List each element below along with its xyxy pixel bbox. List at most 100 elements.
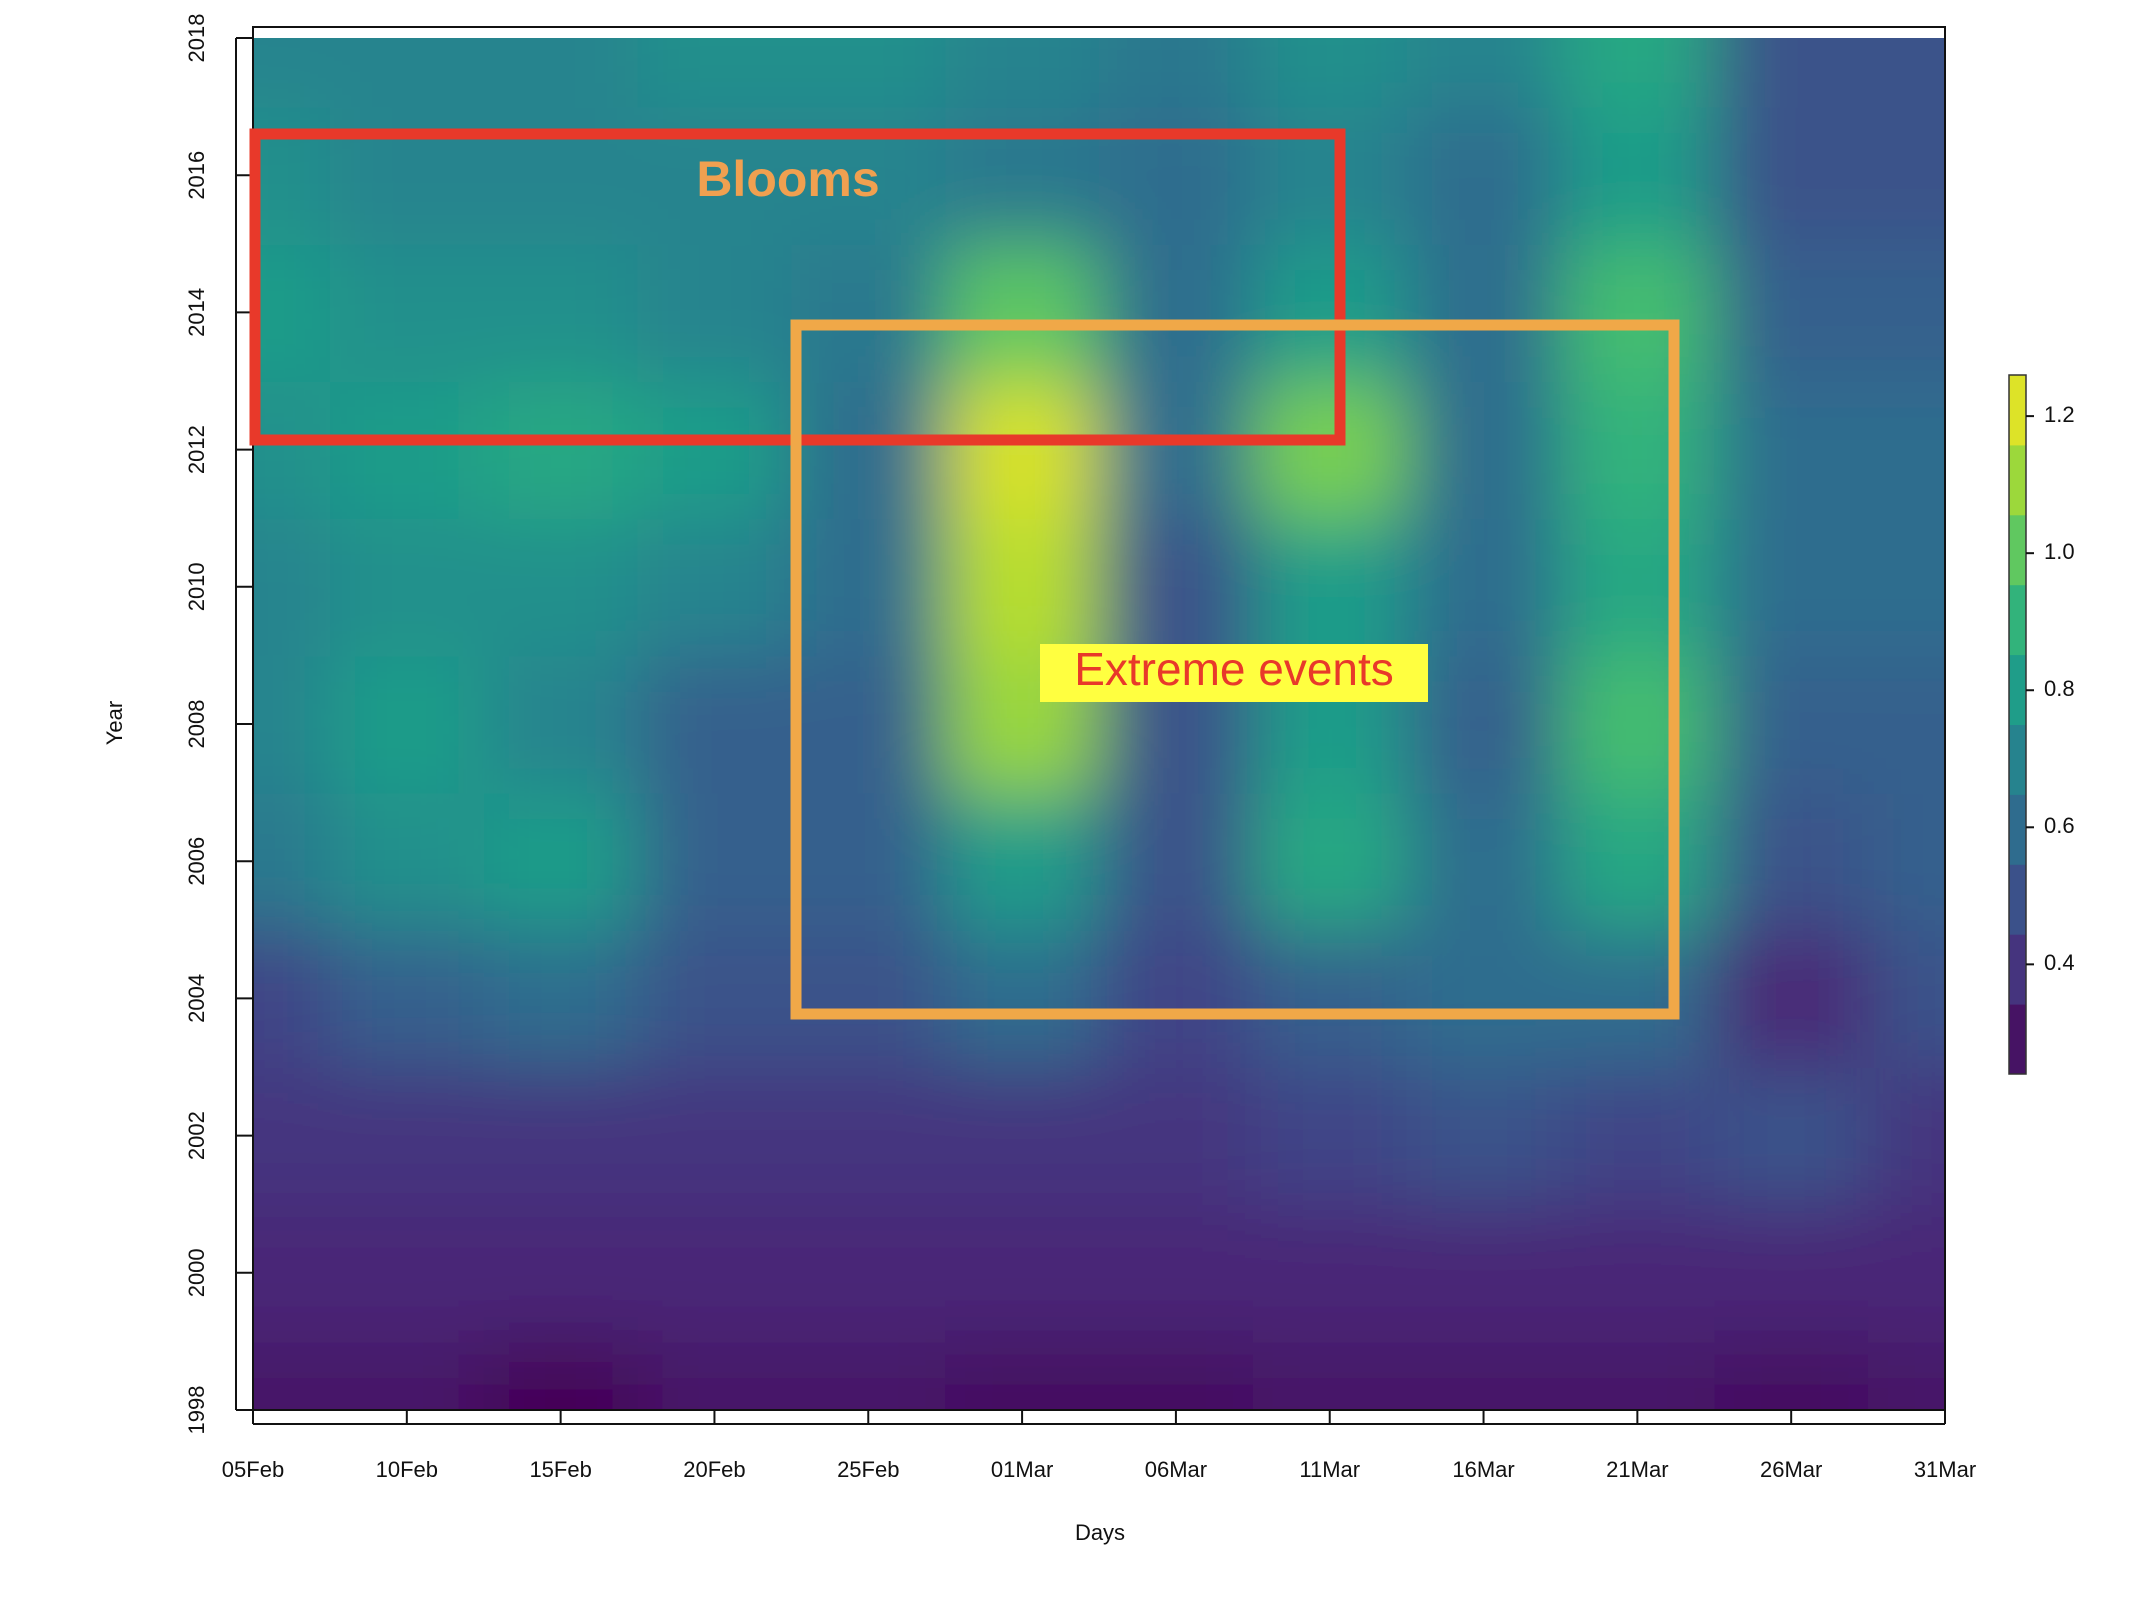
heat-cell (483, 518, 639, 657)
heat-cell (253, 518, 331, 657)
heat-cell (253, 381, 331, 520)
heat-cell (1406, 1204, 1562, 1343)
heat-cell (253, 1341, 331, 1410)
heat-cell (1560, 243, 1716, 382)
heat-cell (1560, 38, 1716, 108)
heat-cell (329, 381, 485, 520)
colorbar-band (2009, 444, 2026, 516)
heat-cell (1560, 1341, 1716, 1410)
heat-cell (1868, 243, 1945, 382)
heat-cell (1406, 1341, 1562, 1410)
heat-cell (1406, 1067, 1562, 1206)
heat-cell (1099, 929, 1254, 1068)
heat-cell (791, 38, 947, 108)
heat-cell (945, 243, 1100, 382)
colorbar-band (2009, 584, 2026, 656)
heat-cell (637, 518, 793, 657)
heat-cell (1252, 243, 1408, 382)
heat-cell (1714, 929, 1870, 1068)
colorbar-tick-label: 0.4 (2044, 950, 2075, 975)
y-tick-label: 2014 (184, 288, 209, 337)
heat-cell (637, 38, 793, 108)
x-tick-label: 05Feb (222, 1457, 284, 1482)
heat-cell (329, 106, 485, 245)
colorbar-band (2009, 864, 2026, 935)
colorbar-frame (2008, 374, 2027, 1075)
heat-cell (483, 929, 639, 1068)
heat-cell (483, 1341, 639, 1410)
x-tick-label: 25Feb (837, 1457, 899, 1482)
heat-cell (637, 1204, 793, 1343)
annotation-box (790, 319, 1680, 1020)
heat-cell (1868, 381, 1945, 520)
heat-cell (253, 38, 331, 108)
y-tick-label: 2008 (184, 700, 209, 749)
heat-cell (1560, 655, 1716, 794)
heat-cell (1252, 1341, 1408, 1410)
heat-cell (945, 381, 1100, 520)
y-tick-label: 2002 (184, 1111, 209, 1160)
heat-cell (945, 518, 1100, 657)
colorbar-band (2009, 934, 2026, 1005)
annotation-label: Extreme events (1074, 643, 1394, 695)
x-tick-label: 20Feb (683, 1457, 745, 1482)
heat-cell (1560, 1204, 1716, 1343)
heat-cell (1406, 518, 1562, 657)
heat-cell (1714, 518, 1870, 657)
heat-cell (945, 106, 1100, 245)
heat-cell (637, 655, 793, 794)
x-tick-label: 26Mar (1760, 1457, 1822, 1482)
heat-cell (1714, 381, 1870, 520)
heat-cell (1406, 381, 1562, 520)
heat-cell (791, 1341, 947, 1410)
heat-cell (1868, 1067, 1945, 1206)
heat-cell (483, 106, 639, 245)
colorbar-tick-label: 0.8 (2044, 676, 2075, 701)
colorbar-band (2009, 375, 2026, 446)
heat-cell (483, 792, 639, 931)
heat-cell (1868, 106, 1945, 245)
heat-cells (253, 38, 1945, 1410)
heat-cell (1406, 929, 1562, 1068)
heat-cell (791, 792, 947, 931)
y-tick-label: 2010 (184, 562, 209, 611)
heat-cell (1252, 792, 1408, 931)
colorbar-tick-label: 1.0 (2044, 539, 2075, 564)
heat-cell (945, 792, 1100, 931)
heat-cell (253, 655, 331, 794)
heat-cell (329, 1341, 485, 1410)
heat-cell (1714, 655, 1870, 794)
heat-cell (1252, 929, 1408, 1068)
x-tick-label: 15Feb (529, 1457, 591, 1482)
heat-cell (1868, 1341, 1945, 1410)
y-tick-label: 1998 (184, 1386, 209, 1435)
heat-cell (791, 381, 947, 520)
heat-cell (329, 518, 485, 657)
heat-cell (945, 38, 1100, 108)
heat-cell (1560, 518, 1716, 657)
heat-cell (1252, 1204, 1408, 1343)
heat-cell (1560, 929, 1716, 1068)
heat-cell (791, 655, 947, 794)
x-tick-label: 11Mar (1299, 1457, 1360, 1482)
heat-cell (1868, 929, 1945, 1068)
heat-cell (1252, 1067, 1408, 1206)
heat-cell (253, 106, 331, 245)
colorbar-band (2009, 794, 2026, 865)
heat-cell (483, 1067, 639, 1206)
heat-cell (1714, 38, 1870, 108)
colorbar-band (2009, 514, 2026, 586)
heat-cell (483, 1204, 639, 1343)
heat-cell (637, 243, 793, 382)
heat-cell (1406, 38, 1562, 108)
annotation-label-bg (1040, 644, 1428, 702)
heat-cell (945, 1341, 1100, 1410)
colorbar-band (2009, 724, 2026, 795)
heat-cell (1868, 792, 1945, 931)
heat-cell (791, 1204, 947, 1343)
heat-cell (1714, 1067, 1870, 1206)
heat-cell (1714, 792, 1870, 931)
heat-cell (1252, 518, 1408, 657)
heat-cell (1099, 106, 1254, 245)
